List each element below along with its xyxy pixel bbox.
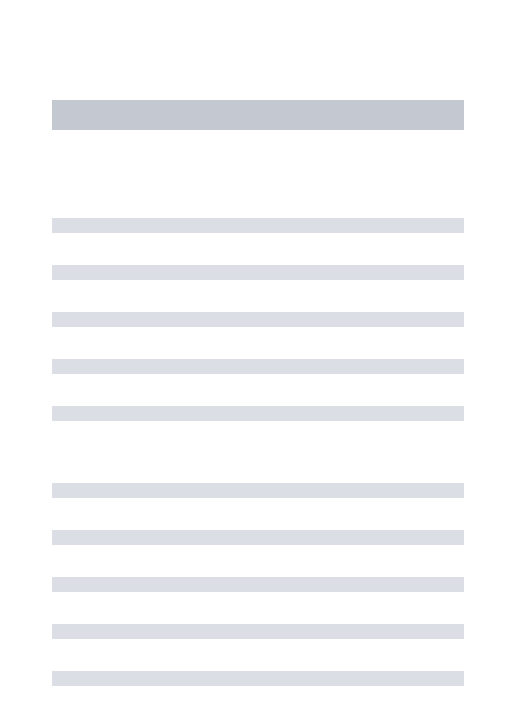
- text-line-placeholder: [52, 406, 464, 421]
- text-line-placeholder: [52, 218, 464, 233]
- document-skeleton: [0, 0, 516, 686]
- text-line-placeholder: [52, 312, 464, 327]
- text-line-placeholder: [52, 624, 464, 639]
- title-placeholder-bar: [52, 100, 464, 130]
- text-line-placeholder: [52, 265, 464, 280]
- text-line-placeholder: [52, 671, 464, 686]
- paragraph-group: [52, 218, 464, 421]
- text-line-placeholder: [52, 483, 464, 498]
- text-line-placeholder: [52, 530, 464, 545]
- paragraph-group: [52, 483, 464, 686]
- text-line-placeholder: [52, 359, 464, 374]
- text-line-placeholder: [52, 577, 464, 592]
